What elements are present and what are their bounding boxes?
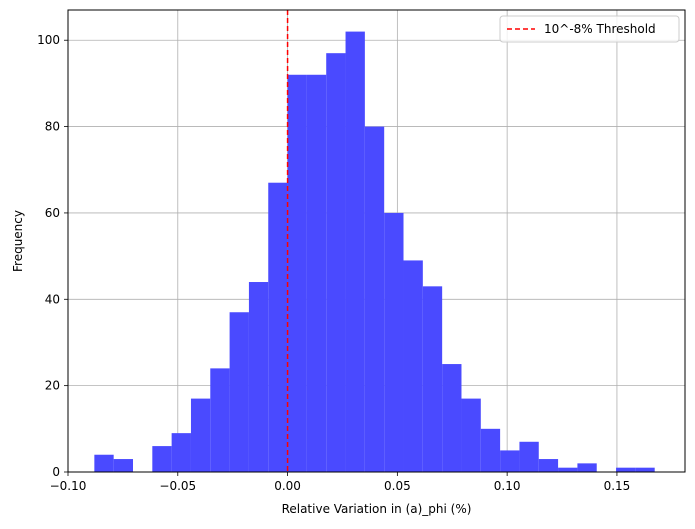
x-tick-label: 0.10 [494,479,521,493]
y-axis-label: Frequency [11,210,25,272]
y-tick-label: 40 [45,292,60,306]
histogram-bar [500,450,520,472]
histogram-bar [94,454,114,472]
histogram-bar [558,467,578,472]
y-tick-label: 20 [45,379,60,393]
y-axis-ticks: 0 20 40 60 80 100 [37,33,68,479]
histogram-bar [229,312,249,472]
x-tick-label: 0.00 [274,479,301,493]
legend-threshold-label: 10^-8% Threshold [544,22,656,36]
histogram-bar [171,433,191,472]
histogram-bar [113,459,133,472]
histogram-bar [152,446,172,472]
y-tick-label: 100 [37,33,60,47]
histogram-bar [287,74,307,472]
histogram-bar [422,286,443,472]
histogram-bar [538,459,559,472]
legend: 10^-8% Threshold [499,15,680,43]
y-tick-label: 0 [52,465,60,479]
plot-frame [67,9,686,473]
x-axis-ticks: −0.10 −0.05 0.00 0.05 0.10 0.15 [50,472,631,493]
x-tick-label: −0.10 [50,479,87,493]
histogram-bar [403,260,423,472]
histogram-bar [326,53,346,472]
histogram-bar [616,467,636,472]
histogram-bar [384,212,404,473]
histogram-bar [268,182,288,473]
histogram-bar [461,398,481,472]
histogram-bar [210,368,230,472]
x-tick-label: 0.15 [604,479,631,493]
histogram-bar [635,467,655,472]
histogram-bar [519,441,539,472]
y-tick-label: 80 [45,120,60,134]
histogram-bar [577,463,597,472]
histogram-bar [345,31,365,473]
histogram-bar [442,364,462,472]
y-tick-label: 60 [45,206,60,220]
histogram-bars [94,31,655,473]
histogram-bar [248,282,269,472]
histogram-bar [190,398,211,472]
x-tick-label: 0.05 [384,479,411,493]
histogram-bar [364,126,385,472]
x-axis-label: Relative Variation in (a)_phi (%) [282,502,472,516]
x-tick-label: −0.05 [159,479,196,493]
histogram-bar [306,74,327,472]
histogram-bar [480,428,501,472]
legend-box [499,15,680,43]
